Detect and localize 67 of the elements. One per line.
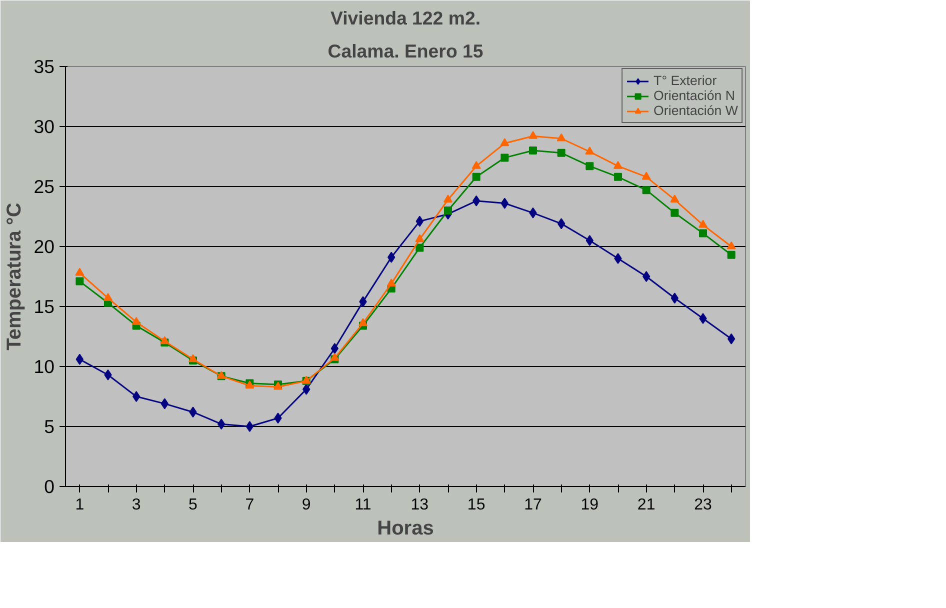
point: [76, 277, 84, 286]
point: [670, 194, 680, 203]
point: [528, 130, 538, 139]
point: [557, 148, 566, 157]
y-tick-label: 20: [34, 236, 55, 257]
point: [415, 234, 424, 242]
y-tick-label: 35: [34, 56, 55, 77]
legend-label: Orientación N: [654, 88, 736, 103]
point: [188, 354, 198, 362]
point: [386, 278, 396, 287]
point: [104, 292, 112, 301]
point: [444, 206, 452, 214]
point: [160, 336, 170, 344]
point: [642, 271, 650, 282]
point: [585, 146, 594, 155]
point: [330, 343, 338, 354]
point: [132, 316, 141, 325]
point: [726, 241, 736, 250]
point: [642, 172, 651, 180]
point: [132, 391, 140, 402]
point: [670, 208, 679, 217]
point: [614, 253, 622, 264]
x-tick-label: 5: [188, 496, 198, 514]
point: [586, 235, 594, 246]
point: [699, 229, 707, 238]
point: [500, 138, 510, 146]
x-tick-label: 9: [302, 496, 311, 514]
x-tick-label: 7: [245, 496, 254, 514]
x-tick-label: 13: [410, 496, 429, 514]
y-tick-label: 15: [34, 296, 55, 317]
point: [614, 172, 622, 181]
point: [500, 154, 509, 162]
point: [472, 160, 481, 169]
x-axis-title: Horas: [377, 518, 434, 540]
x-tick-label: 23: [694, 496, 712, 514]
y-tick-label: 10: [34, 356, 55, 377]
x-tick-label: 17: [524, 496, 542, 514]
point: [529, 146, 537, 154]
y-tick-label: 5: [44, 416, 55, 437]
point: [586, 162, 594, 170]
x-tick-label: 21: [637, 496, 656, 514]
point: [358, 318, 368, 326]
point: [330, 352, 340, 361]
point: [642, 186, 650, 194]
point: [416, 244, 424, 252]
x-tick-label: 3: [132, 496, 141, 514]
point: [472, 172, 480, 181]
x-tick-label: 11: [354, 496, 372, 514]
point: [444, 194, 452, 203]
legend-label: Orientación W: [654, 103, 738, 118]
point: [246, 421, 254, 432]
point: [727, 250, 736, 259]
point: [614, 160, 622, 169]
point: [556, 133, 566, 142]
y-axis-title: Temperatura °C: [4, 202, 26, 350]
point: [698, 220, 708, 228]
y-tick-label: 25: [34, 176, 55, 197]
x-tick-label: 1: [75, 496, 84, 514]
chart-subtitle: Calama. Enero 15: [328, 40, 484, 62]
y-tick-label: 0: [44, 476, 55, 497]
x-tick-label: 19: [580, 496, 599, 514]
x-tick-label: 15: [467, 496, 486, 514]
chart-title: Vivienda 122 m2.: [330, 8, 481, 28]
point: [699, 313, 707, 324]
y-tick-label: 30: [34, 116, 55, 137]
legend-label: T° Exterior: [654, 73, 717, 88]
point: [75, 268, 84, 276]
